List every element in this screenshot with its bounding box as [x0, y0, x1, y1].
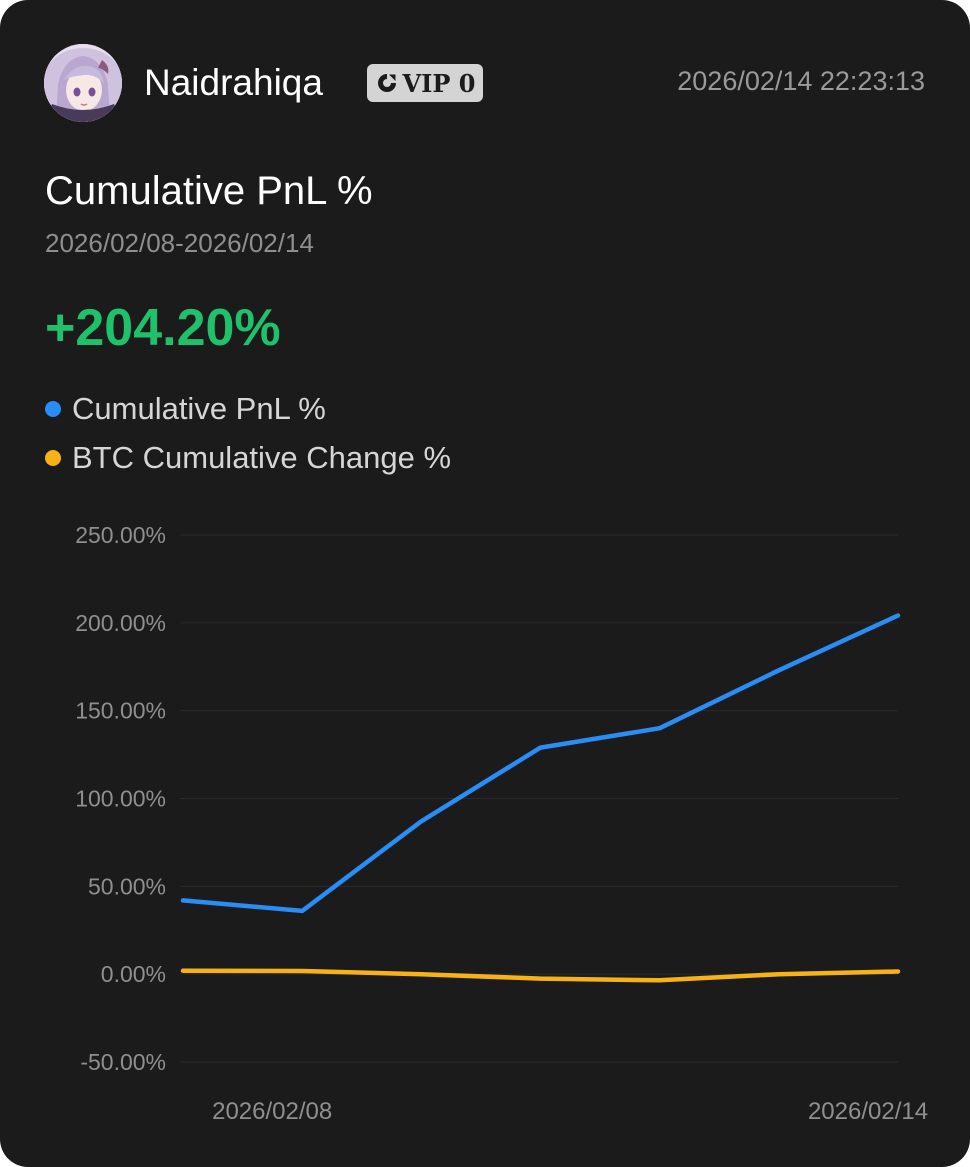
- legend-item-pnl: Cumulative PnL %: [45, 390, 326, 428]
- legend-dot-pnl-icon: [45, 401, 61, 417]
- date-range: 2026/02/08-2026/02/14: [45, 228, 314, 258]
- y-tick-label: -50.00%: [80, 1049, 166, 1075]
- page-title: Cumulative PnL %: [45, 169, 373, 213]
- vip-badge[interactable]: VIP 0: [367, 64, 483, 102]
- y-tick-label: 150.00%: [75, 698, 166, 724]
- series-line-btc: [180, 968, 901, 983]
- avatar[interactable]: [44, 44, 122, 122]
- vip-badge-icon: [377, 74, 396, 92]
- x-tick-label: 2026/02/08: [212, 1098, 332, 1125]
- anime-girl-avatar-image: [44, 44, 122, 122]
- y-tick-label: 250.00%: [75, 522, 166, 548]
- y-tick-label: 50.00%: [88, 873, 166, 899]
- vip-label: VIP 0: [402, 68, 476, 98]
- y-tick-label: 100.00%: [75, 786, 166, 812]
- legend-label-pnl: Cumulative PnL %: [72, 391, 326, 426]
- legend-label-btc: BTC Cumulative Change %: [72, 440, 452, 475]
- y-tick-label: 200.00%: [75, 610, 166, 636]
- series-line-pnl: [180, 613, 901, 914]
- timestamp: 2026/02/14 22:23:13: [677, 66, 925, 96]
- legend-item-btc: BTC Cumulative Change %: [45, 439, 451, 477]
- pnl-value: +204.20%: [45, 299, 281, 357]
- legend-dot-btc-icon: [45, 450, 61, 466]
- x-tick-label: 2026/02/14: [808, 1098, 928, 1125]
- y-tick-label: 0.00%: [101, 961, 166, 987]
- username: Naidrahiqa: [144, 62, 323, 103]
